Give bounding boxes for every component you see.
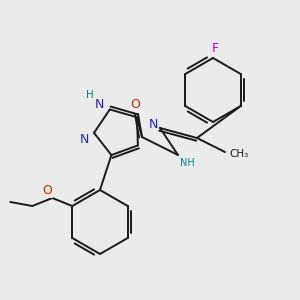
Text: H: H [86,90,94,100]
Text: O: O [130,98,140,110]
Text: N: N [95,98,104,111]
Text: CH₃: CH₃ [230,149,249,159]
Text: O: O [42,184,52,197]
Text: NH: NH [180,158,194,168]
Text: F: F [212,41,219,55]
Text: N: N [148,118,158,131]
Text: N: N [79,133,89,146]
